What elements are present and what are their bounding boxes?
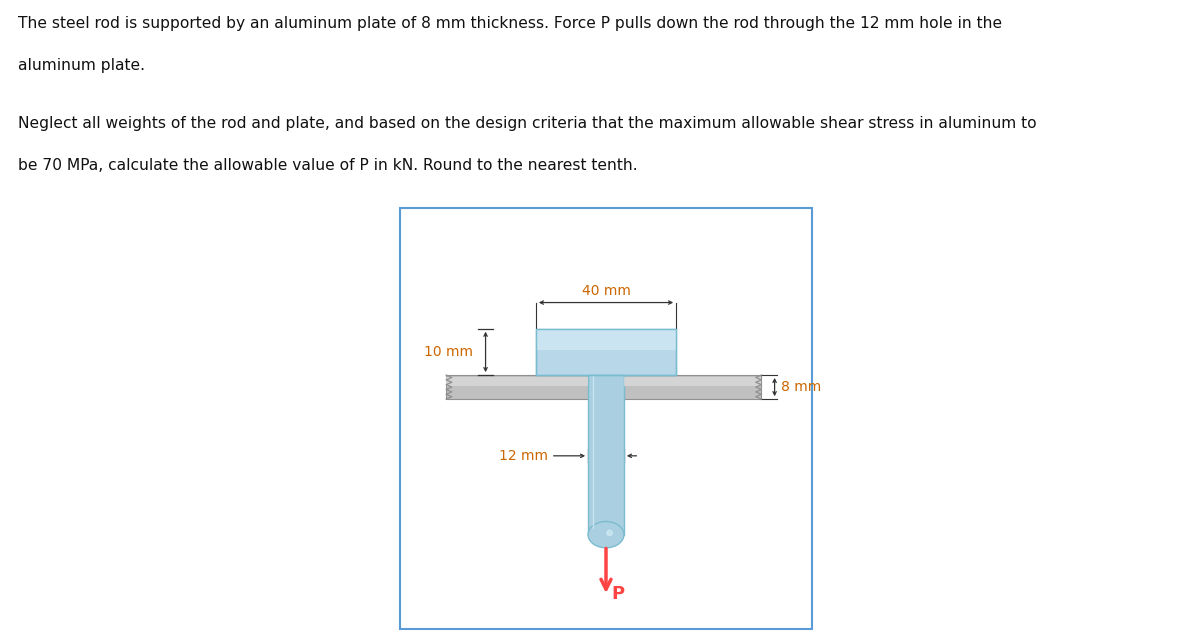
Bar bbox=[588, 375, 624, 535]
Bar bbox=[446, 377, 588, 386]
Text: 40 mm: 40 mm bbox=[582, 284, 630, 298]
Bar bbox=[536, 329, 676, 375]
Text: be 70 MPa, calculate the allowable value of P in kN. Round to the nearest tenth.: be 70 MPa, calculate the allowable value… bbox=[18, 158, 637, 173]
Bar bbox=[536, 329, 676, 375]
Bar bbox=[624, 377, 762, 386]
Text: aluminum plate.: aluminum plate. bbox=[18, 58, 145, 73]
Text: 10 mm: 10 mm bbox=[425, 345, 473, 359]
Ellipse shape bbox=[606, 529, 613, 537]
Text: 8 mm: 8 mm bbox=[781, 380, 822, 394]
Text: P: P bbox=[611, 585, 624, 603]
Text: Neglect all weights of the rod and plate, and based on the design criteria that : Neglect all weights of the rod and plate… bbox=[18, 116, 1037, 131]
Text: 12 mm: 12 mm bbox=[499, 449, 547, 463]
Bar bbox=[446, 375, 588, 399]
Ellipse shape bbox=[588, 522, 624, 548]
Bar bbox=[536, 329, 676, 350]
Bar bbox=[624, 375, 762, 399]
Text: The steel rod is supported by an aluminum plate of 8 mm thickness. Force P pulls: The steel rod is supported by an aluminu… bbox=[18, 16, 1002, 31]
